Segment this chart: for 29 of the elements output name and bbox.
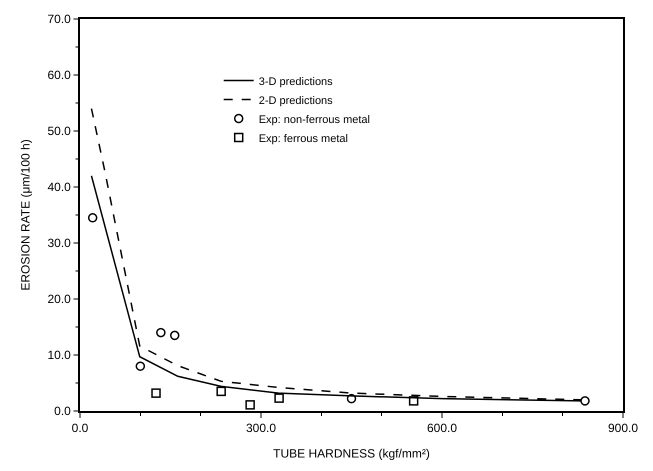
point <box>170 330 180 340</box>
x-tick-label: 600.0 <box>426 421 458 436</box>
point <box>274 393 284 403</box>
x-axis-title: TUBE HARDNESS (kgf/mm²) <box>273 446 430 461</box>
y-tick-label: 0.0 <box>54 404 72 418</box>
legend-label: Exp: non-ferrous metal <box>258 114 370 126</box>
y-tick-label: 70.0 <box>47 12 72 26</box>
point <box>216 386 226 396</box>
point <box>408 396 418 406</box>
legend-label: 3-D predictions <box>258 76 334 88</box>
point <box>151 388 161 398</box>
x-tick-label: 300.0 <box>246 421 276 436</box>
legend-label: Exp: ferrous metal <box>258 132 348 145</box>
y-tick-label: 30.0 <box>47 236 72 250</box>
y-tick-label: 20.0 <box>47 292 72 306</box>
y-tick-label: 50.0 <box>47 124 72 138</box>
y-tick-label: 40.0 <box>47 180 72 194</box>
point <box>346 394 356 404</box>
y-axis-title: EROSION RATE (μm/100 h) <box>18 139 32 291</box>
y-tick-label: 10.0 <box>47 348 72 362</box>
point <box>580 396 590 406</box>
x-tick-label: 900.0 <box>608 421 638 436</box>
point <box>136 361 146 371</box>
point <box>156 328 166 338</box>
point <box>245 400 255 410</box>
legend-label: 2-D predictions <box>258 94 334 107</box>
point <box>88 213 98 223</box>
x-tick-label: 0.0 <box>72 421 89 436</box>
y-tick-label: 60.0 <box>47 68 72 82</box>
